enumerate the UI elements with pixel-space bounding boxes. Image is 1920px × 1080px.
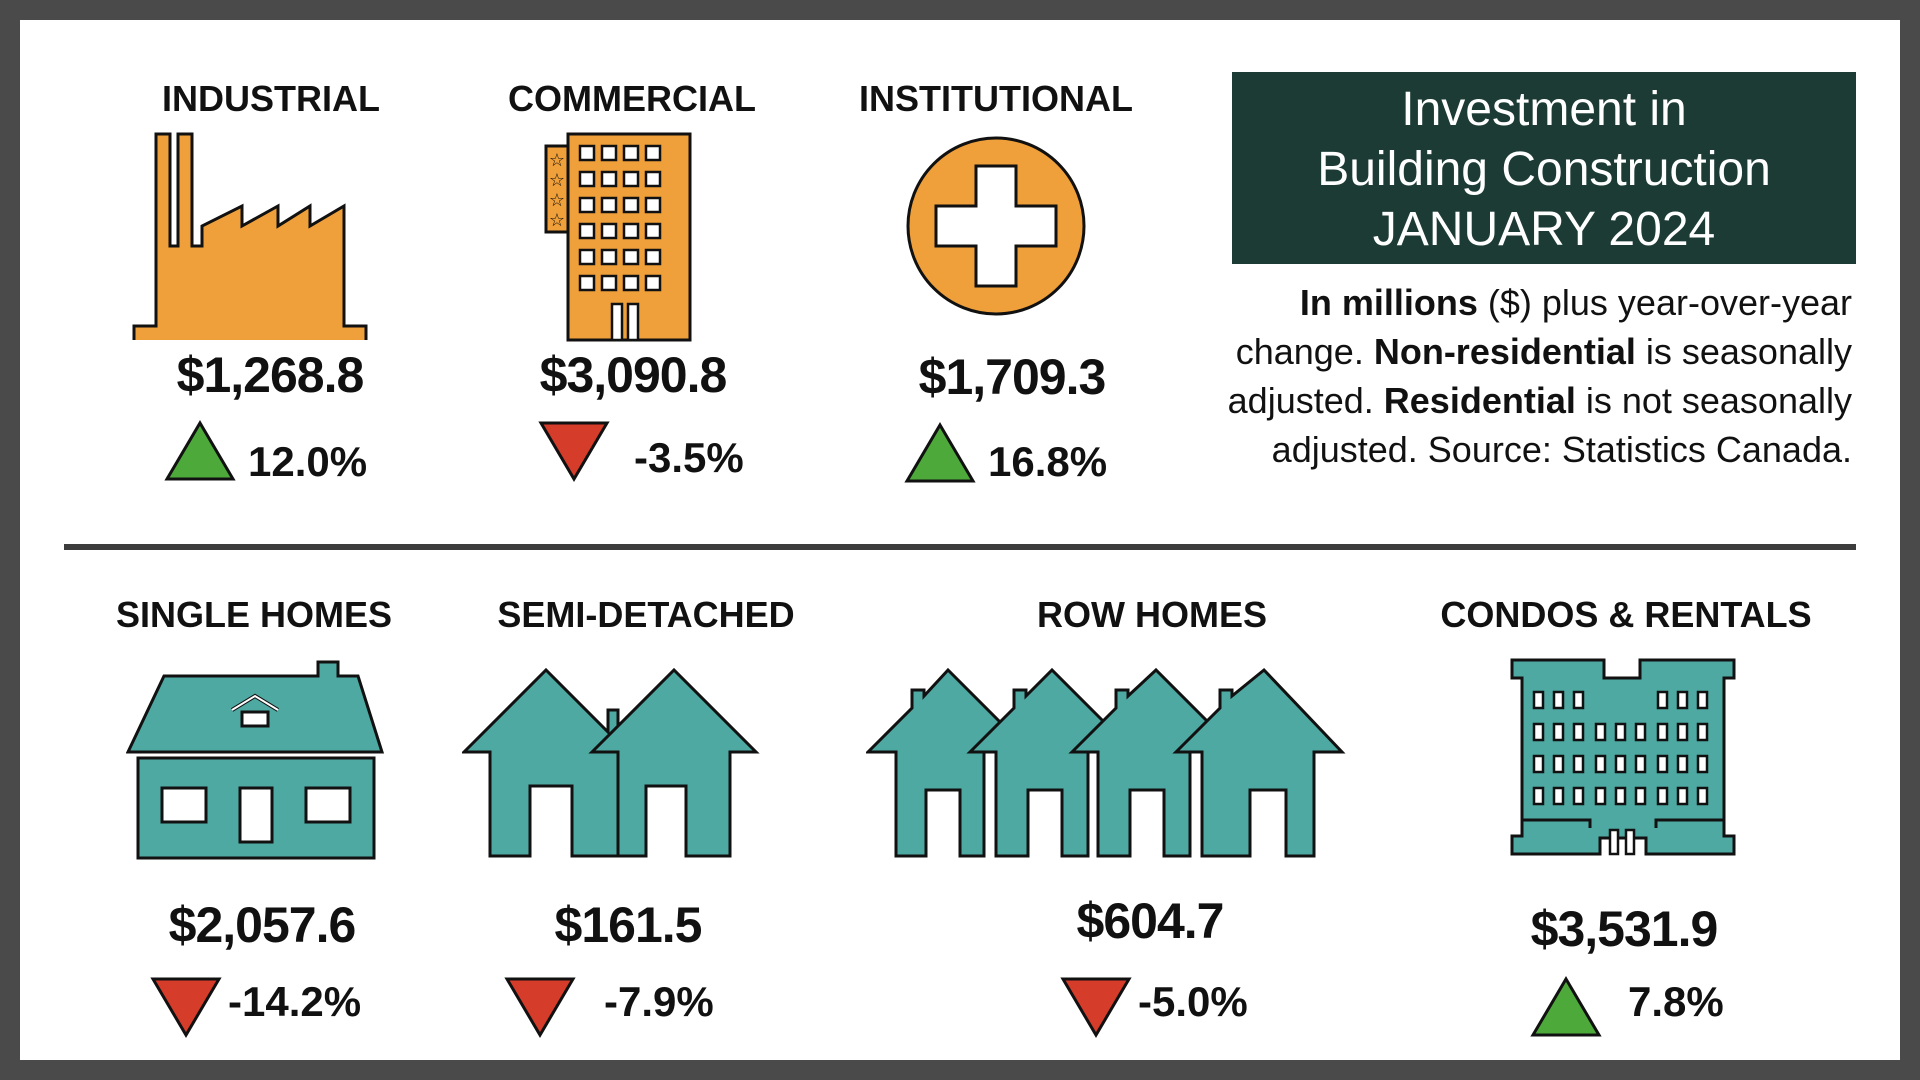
down-arrow-icon xyxy=(504,977,576,1038)
change-industrial: 12.0% xyxy=(248,438,368,485)
up-arrow-icon xyxy=(164,420,236,481)
amount-semi-detached: $161.5 xyxy=(554,897,703,953)
amount-commercial: $3,090.8 xyxy=(539,347,728,403)
category-label-semi-detached: SEMI-DETACHED xyxy=(497,594,795,635)
infographic: INDUSTRIAL $1,268.8 12.0% COMMERCIAL ☆ ☆… xyxy=(20,20,1900,1060)
up-arrow-icon xyxy=(904,422,976,483)
up-arrow-icon xyxy=(1530,976,1602,1037)
note-text-2: is seasonally adjusted. xyxy=(1227,331,1852,421)
down-arrow-icon xyxy=(1060,977,1132,1038)
title-box: Investment in Building Construction JANU… xyxy=(1232,72,1856,264)
semi-detached-icon xyxy=(462,667,760,858)
title-line-1: Investment in xyxy=(1401,83,1687,136)
change-row-homes: -5.0% xyxy=(1138,978,1248,1025)
note-text-1: ($) plus year-over-year change. xyxy=(1235,282,1852,372)
category-label-single-homes: SINGLE HOMES xyxy=(115,594,393,635)
amount-condos-rentals: $3,531.9 xyxy=(1530,901,1719,957)
row-homes-icon xyxy=(866,667,1346,858)
change-single-homes: -14.2% xyxy=(228,978,362,1025)
medical-cross-icon xyxy=(906,136,1086,316)
factory-icon xyxy=(132,132,368,340)
amount-row-homes: $604.7 xyxy=(1076,893,1225,949)
svg-text:☆: ☆ xyxy=(549,170,565,191)
category-label-institutional: INSTITUTIONAL xyxy=(859,78,1133,119)
category-label-industrial: INDUSTRIAL xyxy=(162,78,380,119)
category-label-commercial: COMMERCIAL xyxy=(508,78,756,119)
single-home-icon xyxy=(126,660,384,860)
amount-single-homes: $2,057.6 xyxy=(168,897,357,953)
office-building-icon: ☆ ☆ ☆ ☆ xyxy=(544,132,692,342)
svg-text:☆: ☆ xyxy=(549,150,565,171)
note-text-3: is not seasonally adjusted. Source: Stat… xyxy=(1271,380,1852,470)
down-arrow-icon xyxy=(150,977,222,1038)
note-bold-3: Residential xyxy=(1383,380,1576,421)
section-divider xyxy=(64,544,1856,550)
change-institutional: 16.8% xyxy=(988,438,1108,485)
amount-institutional: $1,709.3 xyxy=(918,349,1107,405)
change-semi-detached: -7.9% xyxy=(604,978,714,1025)
svg-text:☆: ☆ xyxy=(549,190,565,211)
note-bold-1: In millions xyxy=(1299,282,1478,323)
apartment-building-icon xyxy=(1510,658,1736,856)
category-label-condos-rentals: CONDOS & RENTALS xyxy=(1440,594,1812,635)
explanatory-note: In millions ($) plus year-over-year chan… xyxy=(1200,278,1852,474)
note-bold-2: Non-residential xyxy=(1373,331,1636,372)
down-arrow-icon xyxy=(538,421,610,482)
title-line-3: JANUARY 2024 xyxy=(1372,203,1716,256)
svg-text:☆: ☆ xyxy=(549,210,565,231)
category-label-row-homes: ROW HOMES xyxy=(1037,594,1267,635)
change-commercial: -3.5% xyxy=(634,434,744,481)
title-line-2: Building Construction xyxy=(1317,143,1771,196)
amount-industrial: $1,268.8 xyxy=(176,347,365,403)
change-condos-rentals: 7.8% xyxy=(1628,978,1724,1025)
